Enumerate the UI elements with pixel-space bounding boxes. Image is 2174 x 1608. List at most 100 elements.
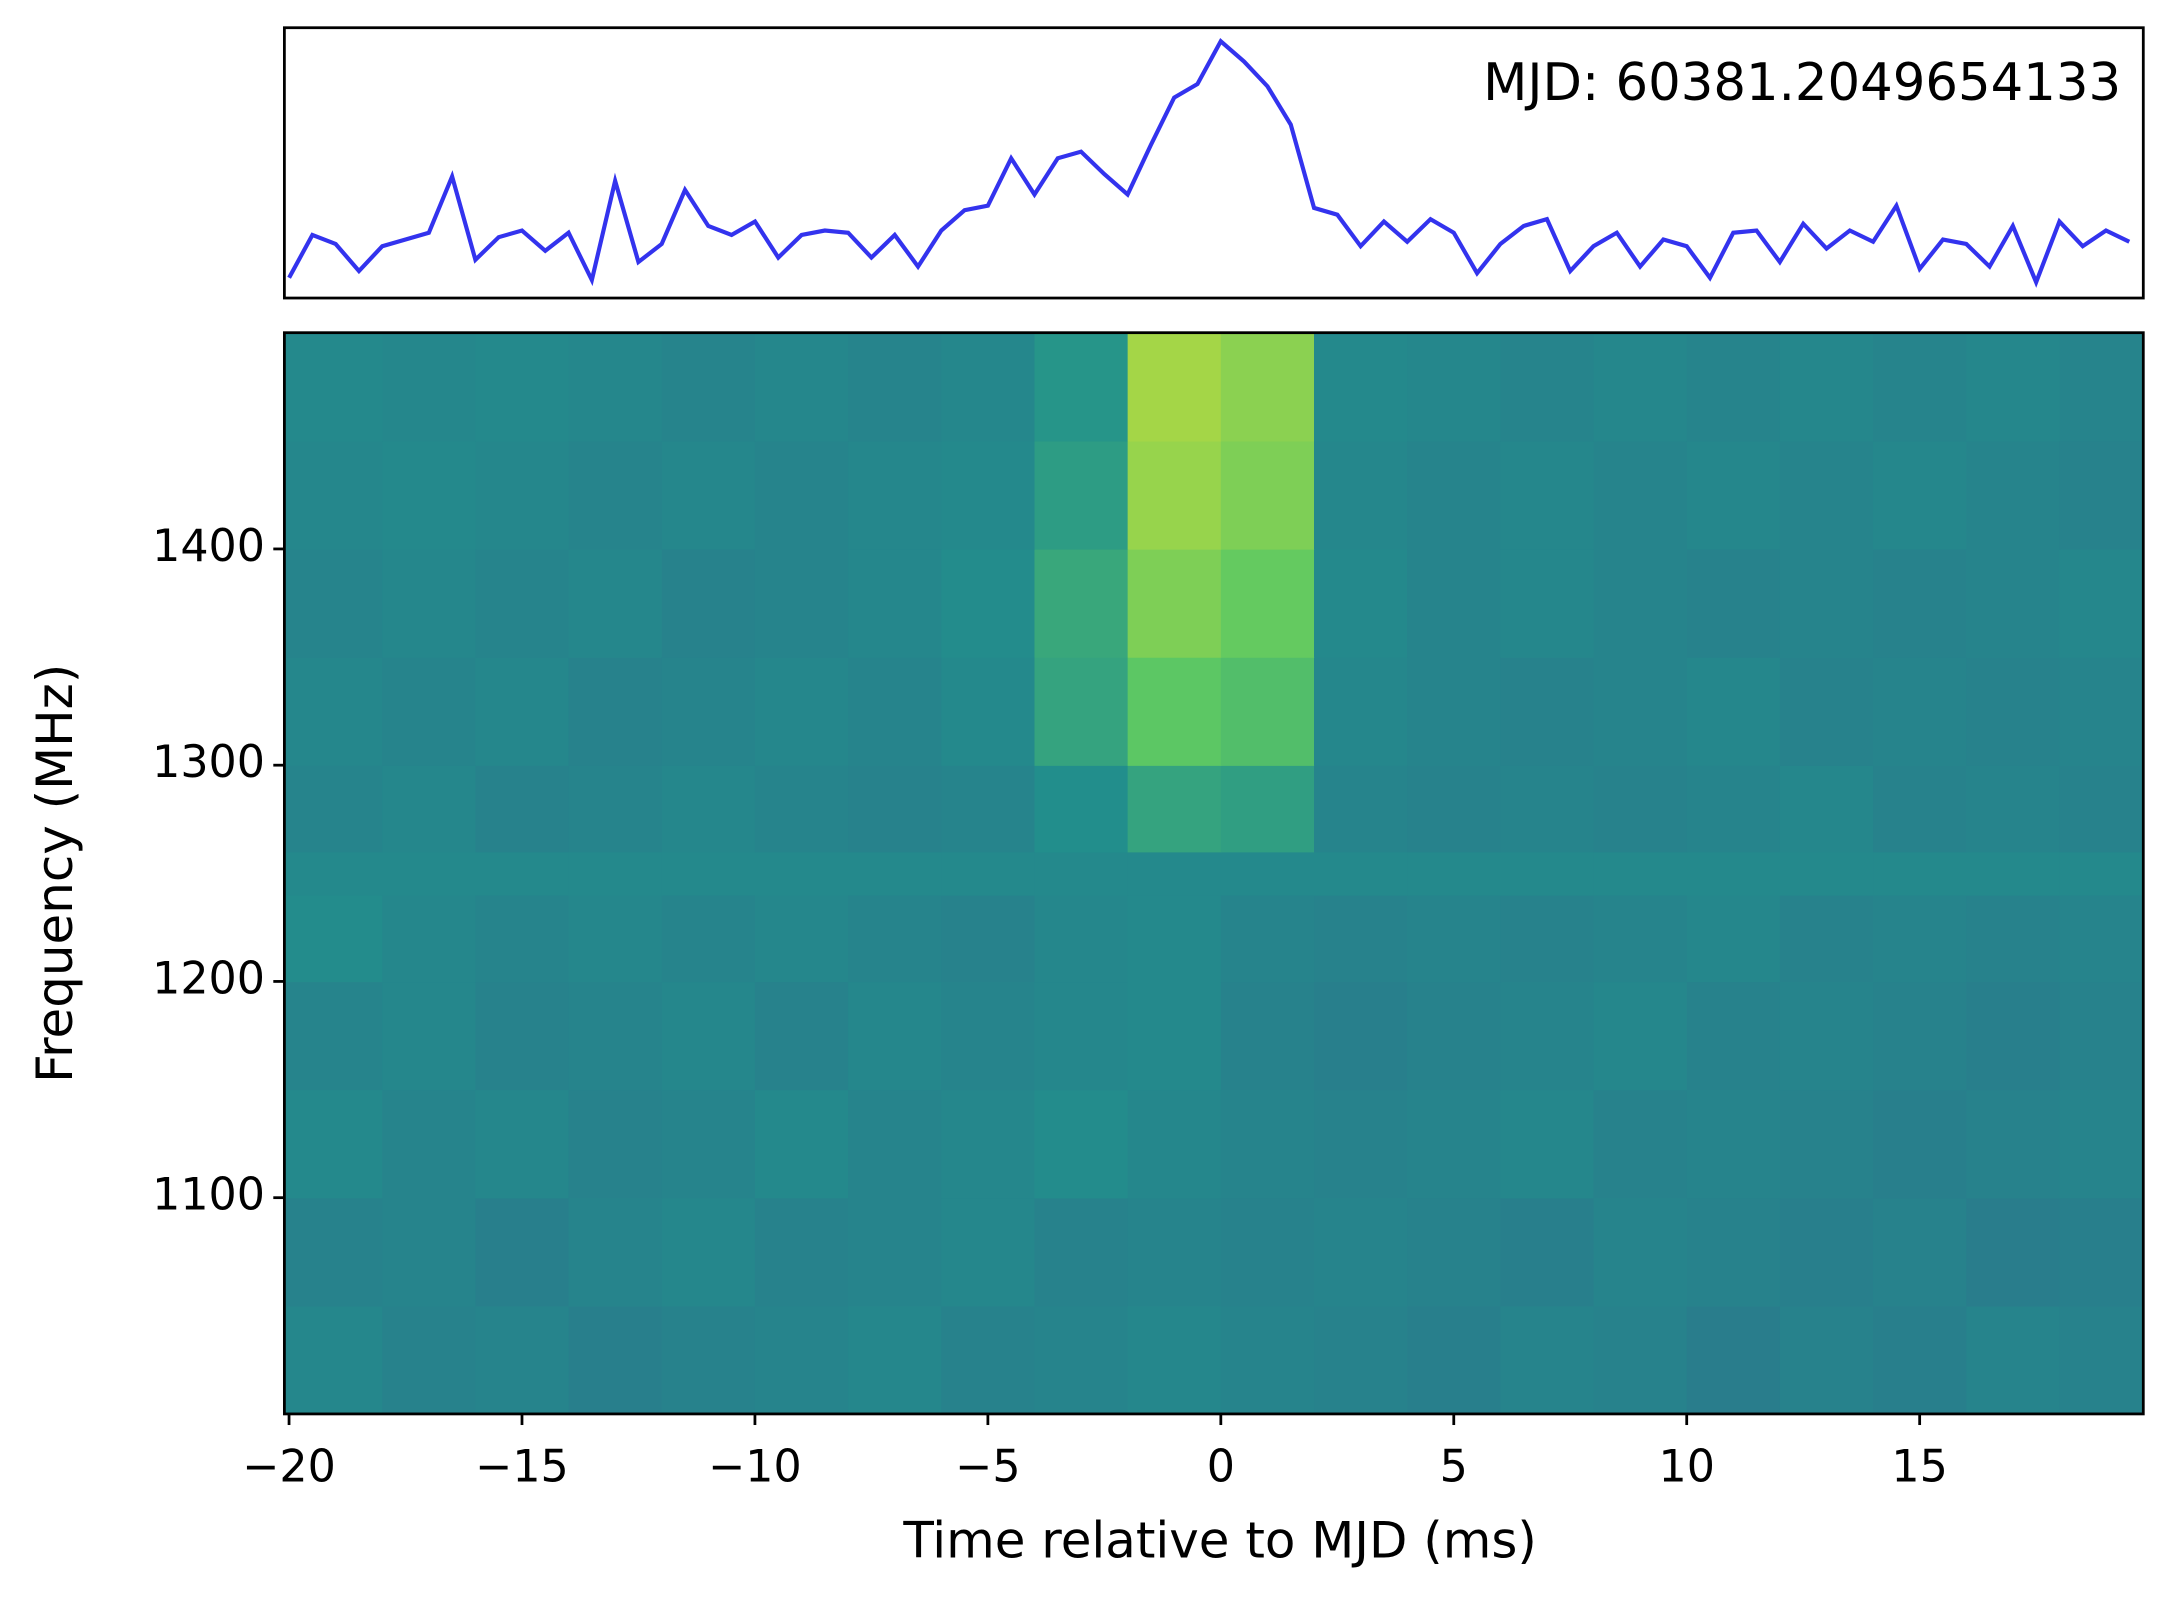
heatmap-cell [754,1089,849,1199]
heatmap-cell [1034,765,1129,853]
heatmap-cell [848,894,942,983]
heatmap-cell [1407,440,1502,550]
heatmap-cell [382,894,477,983]
heatmap-cell [475,332,570,442]
x-tick-label: 0 [1207,1441,1235,1492]
heatmap-cell [754,440,849,550]
heatmap-cell [2059,1197,2144,1307]
heatmap-cell [661,851,756,896]
heatmap-cell [1500,765,1595,853]
heatmap-cell [848,1089,942,1199]
heatmap-cell [941,332,1036,442]
heatmap-cell [1127,1197,1222,1307]
heatmap-cell [1407,765,1502,853]
annotation: MJD: 60381.2049654133 [1483,53,2121,113]
heatmap-cell [754,851,849,896]
heatmap-cell [941,1197,1036,1307]
heatmap-cell [1220,1305,1315,1415]
heatmap-cell [1127,981,1222,1091]
heatmap-cell [1034,1197,1129,1307]
heatmap-cell [1593,981,1688,1091]
heatmap-cell [1593,332,1688,442]
heatmap-cell [2059,332,2144,442]
heatmap-cell [382,765,477,853]
heatmap-cell [1873,1197,1967,1307]
heatmap-cell [1686,548,1781,658]
heatmap-cell [1407,332,1502,442]
heatmap-cell [848,657,942,766]
y-axis-label: Frequency (MHz) [26,664,84,1083]
heatmap-cell [1593,1197,1688,1307]
x-tick-label: −15 [475,1441,569,1492]
heatmap-cell [2059,440,2144,550]
heatmap-cell [754,894,849,983]
heatmap-cell [1779,332,1874,442]
heatmap-cell [1686,1305,1781,1415]
heatmap-cell [848,548,942,658]
heatmap-cell [475,1089,570,1199]
heatmap-cell [284,1089,383,1199]
heatmap-cell [1686,851,1781,896]
heatmap-cell [1034,440,1129,550]
heatmap-cell [382,851,477,896]
heatmap-cell [1873,851,1967,896]
heatmap-cell [1314,765,1408,853]
heatmap-cell [284,548,383,658]
heatmap-cell [1220,657,1315,766]
heatmap-cell [1779,851,1874,896]
heatmap-cell [1034,1089,1129,1199]
heatmap-cell [1127,332,1222,442]
heatmap-cell [848,440,942,550]
heatmap-cell [1127,851,1222,896]
heatmap-cell [2059,1305,2144,1415]
heatmap-cell [1873,1305,1967,1415]
heatmap-cell [1593,1305,1688,1415]
heatmap-panel: −20 −15 −10 −5 0 5 10 15 1100 1200 1300 1400 [152,331,2145,1492]
heatmap-cell [1127,548,1222,658]
heatmap-cell [382,981,477,1091]
heatmap-cell [1686,440,1781,550]
heatmap-cell [1407,657,1502,766]
heatmap-cell [941,548,1036,658]
heatmap-cell [941,894,1036,983]
heatmap-cell [1220,1089,1315,1199]
heatmap-cell [1127,894,1222,983]
heatmap-cell [2059,1089,2144,1199]
heatmap-cell [1034,981,1129,1091]
heatmap-cell [1686,657,1781,766]
heatmap-cell [1686,981,1781,1091]
heatmap-cell [382,1305,477,1415]
heatmap-cell [568,1305,663,1415]
heatmap-cell [475,851,570,896]
heatmap-cell [848,332,942,442]
heatmap-cell [2059,894,2144,983]
heatmap-cell [1314,548,1408,658]
x-tick-label: −5 [955,1441,1020,1492]
heatmap-cell [568,1197,663,1307]
heatmap-cell [1966,851,2061,896]
heatmap-cell [1593,851,1688,896]
heatmap-cell [754,657,849,766]
heatmap-cell [1407,894,1502,983]
heatmap-cell [284,1197,383,1307]
heatmap-cell [284,332,383,442]
heatmap-cell [284,657,383,766]
heatmap-cell [848,851,942,896]
heatmap-cell [1779,894,1874,983]
heatmap-cell [1779,981,1874,1091]
profile-panel [283,26,2145,300]
heatmap-cell [284,440,383,550]
heatmap-cell [848,981,942,1091]
heatmap-cell [848,1197,942,1307]
heatmap-cell [1407,1089,1502,1199]
heatmap-cell [475,981,570,1091]
x-tick-label: 5 [1440,1441,1468,1492]
heatmap-cell [1873,548,1967,658]
heatmap-cell [568,765,663,853]
heatmap-cell [1966,548,2061,658]
heatmap-cell [1500,894,1595,983]
heatmap-cell [284,894,383,983]
heatmap-cell [1127,1089,1222,1199]
heatmap-cell [941,1305,1036,1415]
heatmap-cell [1593,657,1688,766]
